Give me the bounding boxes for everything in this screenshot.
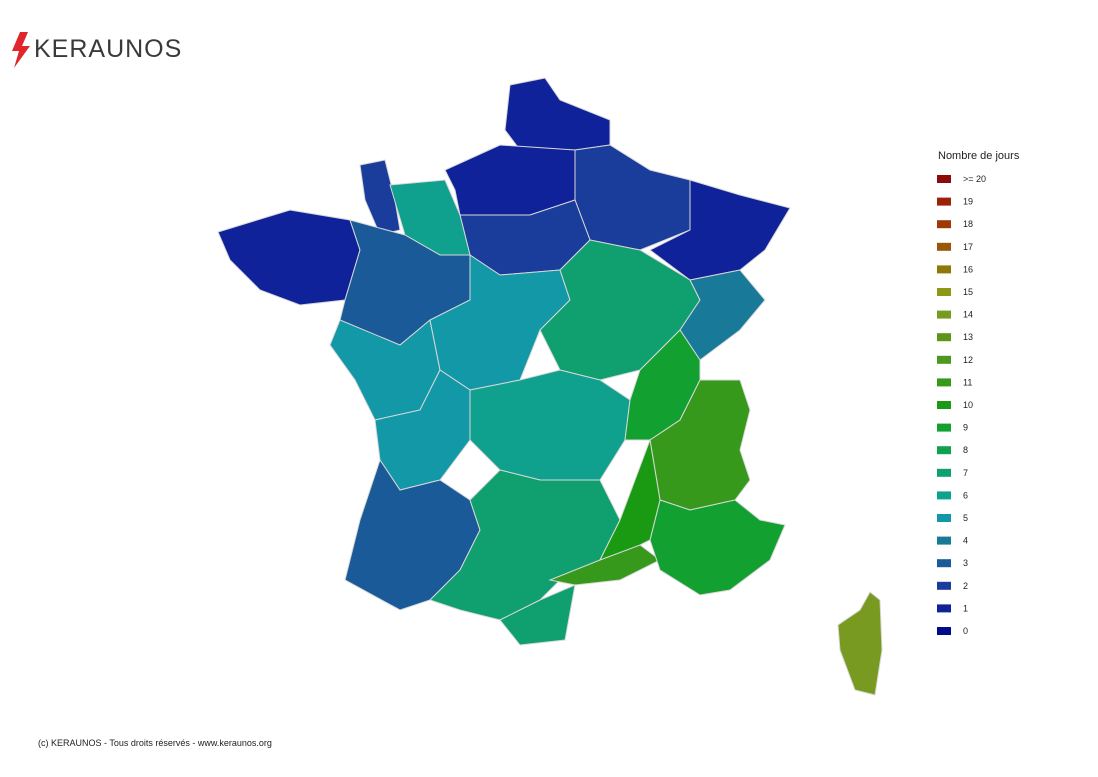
legend-label: 17 bbox=[963, 242, 973, 252]
footer: (c) KERAUNOS - Tous droits réservés - ww… bbox=[38, 738, 272, 748]
legend-label: 14 bbox=[963, 310, 973, 320]
legend-swatch bbox=[937, 401, 951, 409]
legend-label: 3 bbox=[963, 558, 968, 568]
map-zone bbox=[429, 469, 621, 621]
legend-swatch bbox=[937, 514, 951, 522]
legend-swatch bbox=[937, 197, 951, 206]
legend-swatch bbox=[937, 355, 951, 364]
map-zone bbox=[837, 591, 883, 696]
legend-swatch bbox=[937, 423, 951, 432]
legend-swatch bbox=[937, 265, 951, 274]
legend-label: 16 bbox=[963, 264, 973, 274]
map-zone bbox=[217, 209, 361, 306]
legend-label: 4 bbox=[963, 536, 968, 546]
map-zone bbox=[598, 438, 661, 561]
legend-swatch bbox=[937, 310, 951, 319]
map-zone bbox=[679, 269, 766, 361]
legend-label: 15 bbox=[963, 287, 973, 297]
legend-swatch bbox=[937, 581, 951, 590]
legend-swatch bbox=[937, 378, 951, 387]
legend-swatch bbox=[937, 175, 951, 183]
legend-label: 18 bbox=[963, 219, 973, 229]
legend-swatch bbox=[937, 627, 951, 635]
legend-label: 6 bbox=[963, 490, 968, 500]
legend-label: 8 bbox=[963, 445, 968, 455]
map-zone bbox=[649, 499, 786, 596]
legend-swatch bbox=[937, 468, 951, 477]
legend-label: >= 20 bbox=[963, 174, 986, 184]
legend-title: Nombre de jours bbox=[938, 150, 1020, 162]
legend-swatch bbox=[937, 491, 951, 500]
legend-swatch bbox=[937, 559, 951, 568]
map-zone bbox=[499, 584, 576, 646]
map-zone bbox=[359, 159, 401, 236]
map-zone bbox=[574, 144, 691, 251]
legend-label: 10 bbox=[963, 400, 973, 410]
map-zone bbox=[444, 144, 576, 216]
legend-label: 5 bbox=[963, 513, 968, 523]
logo-text: KERAUNOS bbox=[34, 35, 182, 63]
legend-label: 13 bbox=[963, 332, 973, 342]
legend-swatch bbox=[937, 333, 951, 342]
legend-label: 11 bbox=[963, 377, 972, 387]
logo-bolt bbox=[12, 32, 30, 68]
legend-swatch bbox=[937, 220, 951, 229]
legend-swatch bbox=[937, 604, 951, 613]
map-zone bbox=[469, 369, 631, 481]
legend-label: 19 bbox=[963, 197, 973, 207]
legend-label: 9 bbox=[963, 423, 968, 433]
legend-label: 2 bbox=[963, 581, 968, 591]
legend-swatch bbox=[937, 536, 951, 545]
map-zones bbox=[217, 77, 883, 696]
legend-label: 7 bbox=[963, 468, 968, 478]
legend-label: 1 bbox=[963, 603, 968, 613]
legend-swatch bbox=[937, 288, 951, 296]
legend-swatch bbox=[937, 446, 951, 455]
legend-swatch bbox=[937, 242, 951, 251]
legend-label: 12 bbox=[963, 355, 973, 365]
map-zone bbox=[504, 77, 611, 151]
legend-label: 0 bbox=[963, 626, 968, 636]
